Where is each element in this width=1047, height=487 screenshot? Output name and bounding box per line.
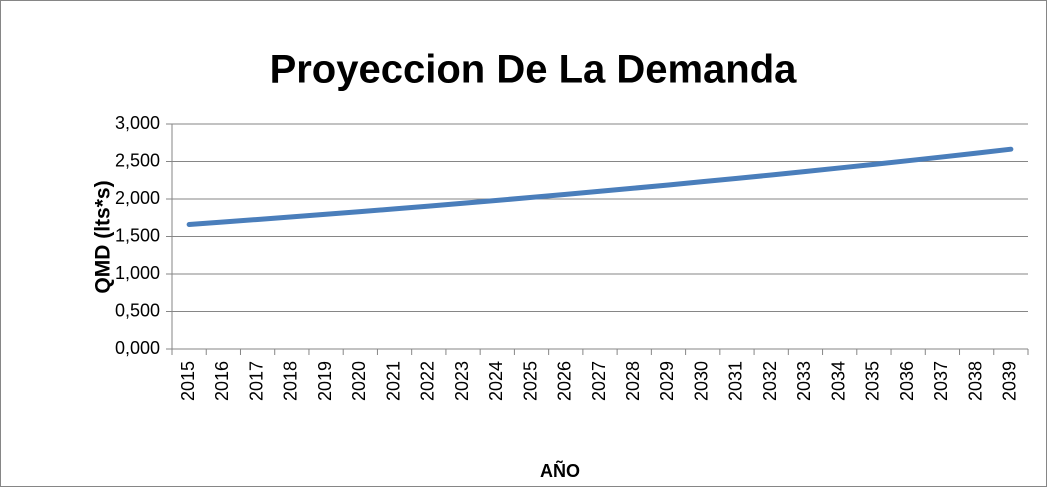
x-tick-label: 2025: [520, 361, 540, 401]
x-tick-label: 2035: [863, 361, 883, 401]
x-tick-label: 2018: [281, 361, 301, 401]
chart-title: Proyeccion De La Demanda: [270, 48, 798, 92]
x-tick-label: 2026: [555, 361, 575, 401]
x-tick-label: 2017: [246, 361, 266, 401]
x-tick-label: 2038: [965, 361, 985, 401]
x-tick-label: 2024: [486, 361, 506, 401]
x-tick-label: 2037: [931, 361, 951, 401]
x-tick-label: 2039: [1000, 361, 1020, 401]
x-tick-label: 2030: [691, 361, 711, 401]
x-tick-label: 2016: [212, 361, 232, 401]
x-axis-label: AÑO: [540, 460, 580, 481]
y-tick-label: 1,000: [115, 263, 160, 283]
x-tick-label: 2019: [315, 361, 335, 401]
y-tick-label: 2,000: [115, 188, 160, 208]
x-tick-label: 2020: [349, 361, 369, 401]
x-tick-label: 2028: [623, 361, 643, 401]
x-tick-label: 2027: [589, 361, 609, 401]
x-tick-label: 2029: [657, 361, 677, 401]
x-tick-label: 2022: [418, 361, 438, 401]
x-tick-label: 2032: [760, 361, 780, 401]
x-tick-label: 2031: [726, 361, 746, 401]
x-tick-label: 2034: [828, 361, 848, 401]
x-tick-label: 2023: [452, 361, 472, 401]
y-tick-label: 0,000: [115, 338, 160, 358]
x-tick-label: 2033: [794, 361, 814, 401]
y-tick-label: 1,500: [115, 225, 160, 245]
y-axis-label: QMD (lts*s): [92, 180, 115, 293]
y-tick-label: 0,500: [115, 300, 160, 320]
series-line: [186, 146, 1014, 227]
x-tick-label: 2015: [178, 361, 198, 401]
x-tick-label: 2036: [897, 361, 917, 401]
y-tick-label: 2,500: [115, 150, 160, 170]
y-tick-label: 3,000: [115, 113, 160, 133]
x-tick-label: 2021: [383, 361, 403, 401]
